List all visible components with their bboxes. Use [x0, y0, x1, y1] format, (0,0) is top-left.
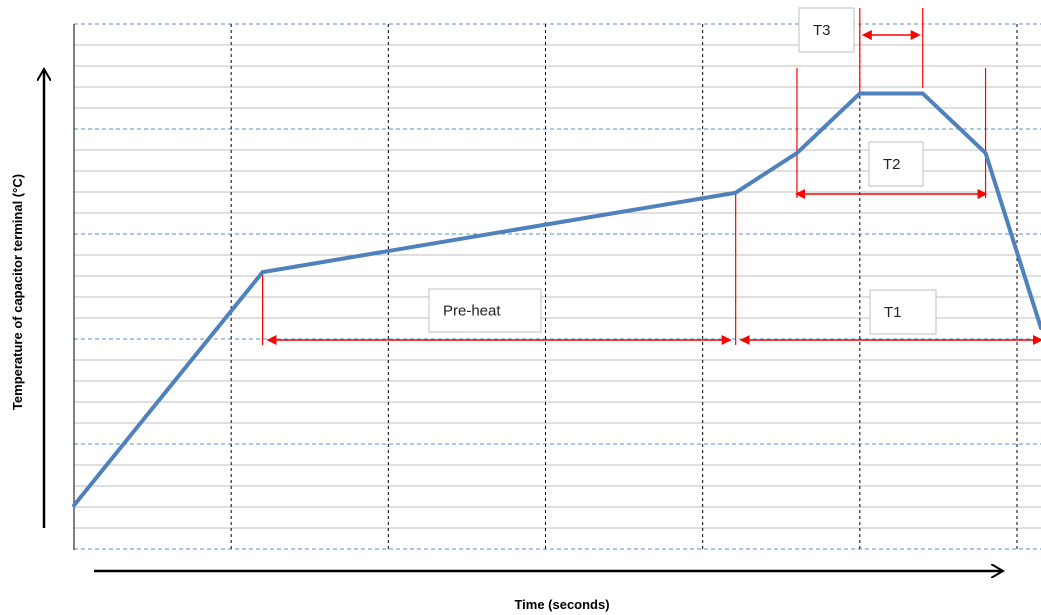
- axes-layer: [44, 70, 1002, 571]
- minor-grid: [74, 44, 1041, 529]
- vertical-grid: [73, 24, 1018, 550]
- y-axis-title: Temperature of capacitor terminal (°C): [10, 174, 25, 410]
- annotation-label-t2: T2: [883, 156, 901, 173]
- x-axis-title: Time (seconds): [514, 597, 609, 612]
- annotations: Pre-heat T1 T2 T3: [262, 7, 1041, 345]
- annotation-label-box: [868, 141, 924, 187]
- major-dashed-grid: [74, 23, 1041, 550]
- annotation-label-box: [428, 288, 542, 333]
- series-layer: [72, 91, 1041, 508]
- annotation-label-box: [869, 289, 937, 335]
- annotation-label-t1: T1: [884, 304, 902, 321]
- annotation-label-box: [798, 7, 855, 53]
- annotation-label-t3: T3: [813, 22, 831, 39]
- temperature-series-line: [72, 91, 1041, 508]
- annotation-label-pre-heat: Pre-heat: [443, 303, 501, 320]
